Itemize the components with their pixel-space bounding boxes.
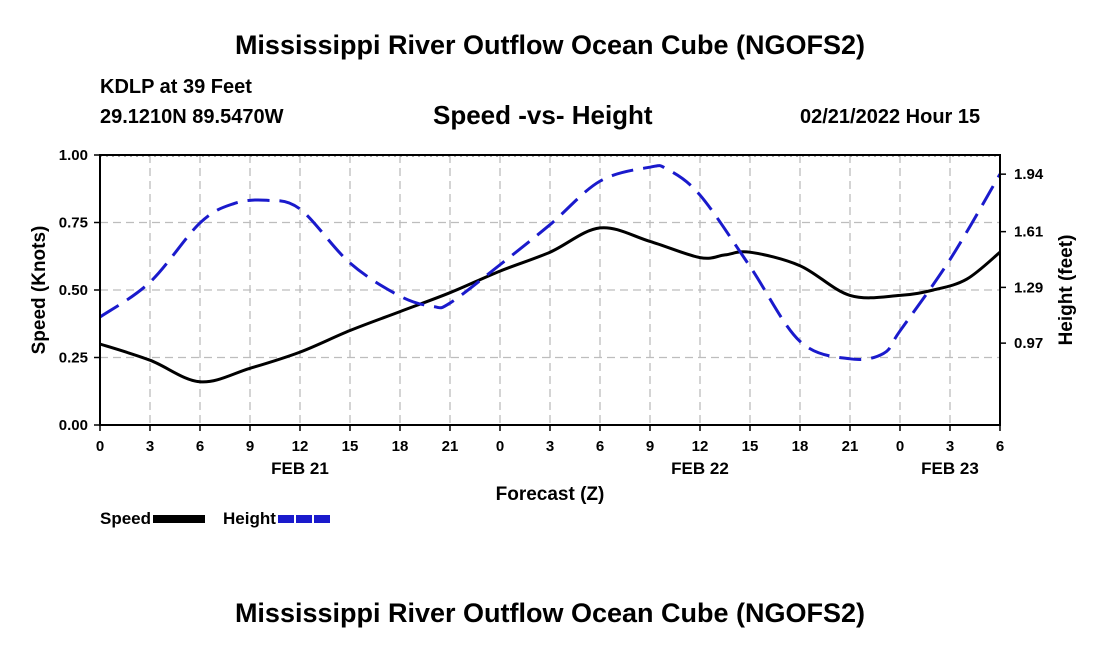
x-axis-label: Forecast (Z) bbox=[496, 484, 605, 505]
x-tick-label: 0 bbox=[896, 438, 904, 455]
plot-frame bbox=[99, 154, 1001, 426]
x-tick-label: 18 bbox=[392, 438, 409, 455]
legend-height: Height bbox=[223, 509, 330, 529]
station-label: KDLP at 39 Feet bbox=[100, 76, 252, 98]
y-axis-ticks: 0.00 0.25 0.50 0.75 1.00 bbox=[59, 147, 100, 434]
x-tick-label: 6 bbox=[996, 438, 1004, 455]
x-tick-label: 0 bbox=[496, 438, 504, 455]
x-tick-label: 6 bbox=[196, 438, 204, 455]
y-tick-label: 0.25 bbox=[59, 350, 88, 367]
y2-tick-label: 1.94 bbox=[1014, 166, 1044, 183]
chart-title: Speed -vs- Height bbox=[433, 100, 653, 130]
x-tick-label: 18 bbox=[792, 438, 809, 455]
bottom-title: Mississippi River Outflow Ocean Cube (NG… bbox=[234, 598, 866, 628]
date-label: FEB 23 bbox=[921, 459, 979, 478]
forecast-datetime: 02/21/2022 Hour 15 bbox=[800, 106, 981, 128]
legend-height-label: Height bbox=[223, 509, 276, 528]
x-tick-label: 15 bbox=[342, 438, 359, 455]
y2-tick-label: 1.61 bbox=[1014, 224, 1043, 241]
y2-axis-ticks: 0.97 1.29 1.61 1.94 bbox=[1000, 166, 1044, 352]
y-tick-label: 1.00 bbox=[59, 147, 88, 164]
main-title: Mississippi River Outflow Ocean Cube (NG… bbox=[234, 30, 866, 60]
x-axis-ticks: 0 3 6 9 12 15 18 21 0 3 6 9 12 15 18 21 0 3 6 FEB 21 FEB 22 F… bbox=[96, 425, 1004, 478]
y2-axis-label: Height (feet) bbox=[1056, 235, 1077, 346]
legend-height-swatch bbox=[277, 515, 330, 523]
legend-speed: Speed bbox=[100, 509, 206, 529]
x-tick-label: 3 bbox=[946, 438, 954, 455]
date-label: FEB 22 bbox=[671, 459, 729, 478]
y-tick-label: 0.50 bbox=[59, 282, 88, 299]
x-tick-label: 6 bbox=[596, 438, 604, 455]
x-tick-label: 21 bbox=[442, 438, 459, 455]
x-tick-label: 12 bbox=[292, 438, 309, 455]
x-tick-label: 3 bbox=[146, 438, 154, 455]
x-tick-label: 12 bbox=[692, 438, 709, 455]
series-line-height bbox=[99, 164, 1002, 361]
y-tick-label: 0.00 bbox=[59, 417, 88, 434]
series-lines bbox=[99, 164, 1002, 384]
x-tick-label: 15 bbox=[742, 438, 759, 455]
x-tick-label: 9 bbox=[246, 438, 254, 455]
legend-speed-label: Speed bbox=[100, 509, 152, 528]
x-tick-label: 0 bbox=[96, 438, 104, 455]
y2-tick-label: 0.97 bbox=[1014, 335, 1043, 352]
y-tick-label: 0.75 bbox=[59, 215, 88, 232]
legend: Speed Height bbox=[100, 509, 348, 529]
legend-speed-swatch bbox=[153, 515, 206, 523]
x-tick-label: 21 bbox=[842, 438, 859, 455]
x-tick-label: 3 bbox=[546, 438, 554, 455]
grid-lines bbox=[100, 155, 1000, 425]
y-axis-label: Speed (Knots) bbox=[29, 226, 50, 355]
date-label: FEB 21 bbox=[271, 459, 329, 478]
y2-tick-label: 1.29 bbox=[1014, 279, 1043, 296]
coordinates-label: 29.1210N 89.5470W bbox=[100, 106, 284, 128]
x-tick-label: 9 bbox=[646, 438, 654, 455]
series-line-speed bbox=[99, 226, 1001, 384]
